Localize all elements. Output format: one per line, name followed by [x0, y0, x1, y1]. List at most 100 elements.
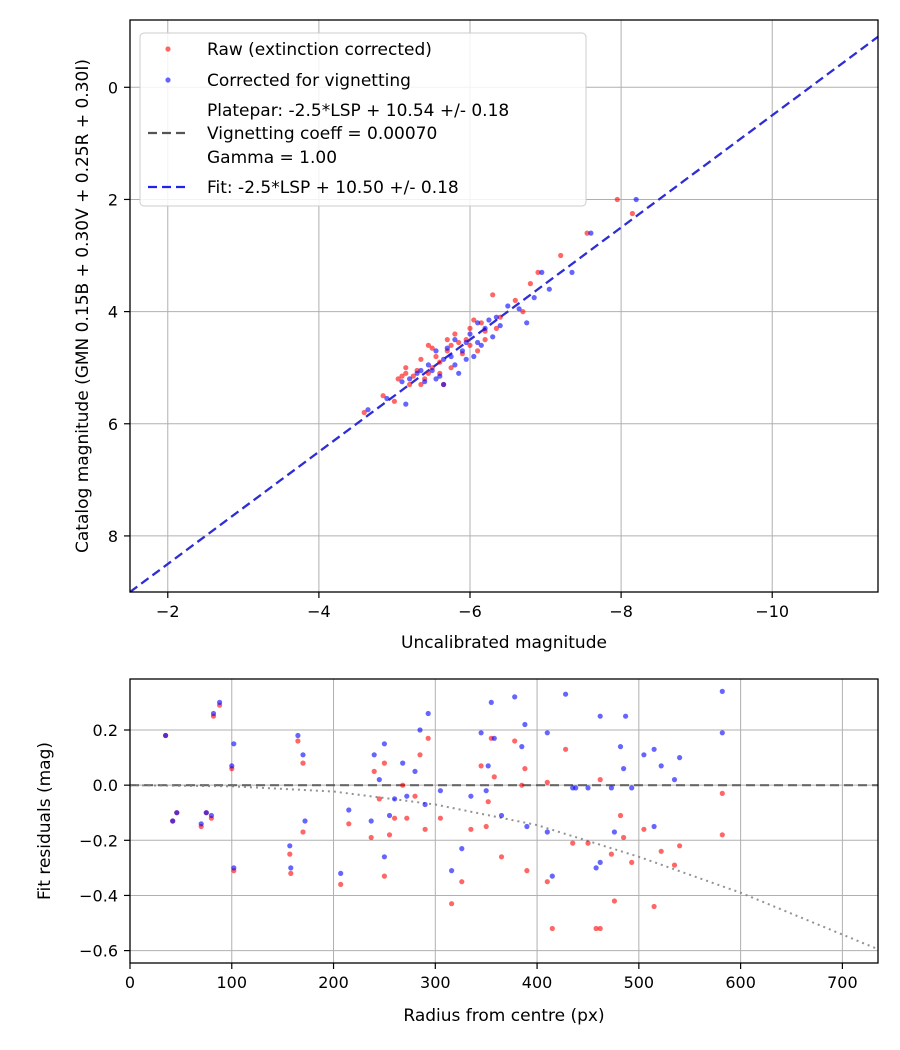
legend-label-2: Platepar: -2.5*LSP + 10.54 +/- 0.18: [207, 101, 509, 121]
raw-point: [719, 790, 725, 797]
raw-point: [391, 398, 397, 404]
legend-label-1: Corrected for vignetting: [207, 71, 411, 91]
corrected-point: [468, 793, 474, 799]
y-tick-label: 6: [108, 415, 118, 434]
corrected-point: [418, 367, 424, 374]
raw-point: [651, 903, 657, 910]
corrected-point: [392, 796, 398, 802]
y-tick-label: 4: [108, 303, 118, 322]
corrected-point: [174, 810, 180, 816]
corrected-point: [407, 376, 413, 382]
corrected-point: [338, 870, 344, 877]
corrected-point: [641, 752, 647, 758]
raw-point: [677, 843, 683, 849]
corrected-point: [519, 744, 525, 750]
corrected-point: [422, 801, 428, 808]
raw-point: [563, 746, 569, 752]
raw-point: [493, 325, 499, 331]
corrected-point: [475, 320, 481, 326]
raw-point: [629, 210, 636, 217]
corrected-point: [231, 741, 237, 747]
x-tick-label: 0: [125, 973, 135, 992]
raw-point: [295, 738, 301, 744]
raw-point: [597, 777, 603, 783]
raw-point: [380, 393, 386, 399]
y-tick-label: 2: [108, 190, 118, 209]
corrected-point: [490, 334, 496, 340]
corrected-point: [485, 763, 491, 769]
corrected-point: [563, 691, 569, 697]
corrected-point: [210, 710, 217, 717]
raw-point: [417, 752, 423, 758]
corrected-point: [491, 735, 497, 741]
raw-point: [522, 766, 528, 772]
corrected-point: [611, 829, 618, 835]
bottom-scatter-points: [163, 688, 725, 932]
raw-point: [452, 331, 458, 337]
corrected-point: [217, 699, 223, 706]
corrected-point: [463, 356, 469, 362]
corrected-point: [302, 818, 308, 824]
raw-point: [512, 297, 518, 303]
raw-point: [629, 859, 635, 866]
raw-point: [392, 815, 398, 821]
corrected-point: [658, 763, 664, 769]
raw-point: [658, 848, 664, 854]
raw-point: [433, 353, 439, 360]
corrected-point: [231, 865, 237, 871]
corrected-point: [483, 788, 489, 794]
raw-point: [467, 325, 473, 331]
corrected-point: [478, 342, 484, 348]
legend-marker-0: [165, 46, 171, 52]
x-tick-label: 500: [624, 973, 655, 992]
raw-point: [459, 879, 465, 885]
raw-point: [444, 337, 450, 343]
corrected-point: [531, 295, 537, 301]
raw-point: [544, 779, 550, 786]
raw-point: [544, 879, 550, 885]
legend-label-0: Raw (extinction corrected): [207, 40, 432, 60]
raw-point: [361, 409, 367, 416]
raw-point: [482, 337, 488, 343]
y-tick-label: 0.2: [93, 721, 118, 740]
corrected-point: [437, 373, 443, 379]
corrected-point: [229, 763, 235, 769]
corrected-point: [346, 807, 352, 813]
corrected-point: [433, 376, 439, 382]
raw-point: [549, 925, 555, 932]
corrected-point: [463, 339, 469, 346]
raw-point: [490, 292, 496, 298]
corrected-point: [400, 760, 406, 766]
corrected-point: [512, 694, 518, 700]
raw-point: [368, 834, 374, 841]
line-vignetting: [129, 784, 879, 951]
corrected-point: [404, 793, 410, 799]
corrected-point: [208, 812, 214, 819]
raw-point: [478, 763, 484, 769]
corrected-point: [651, 746, 657, 752]
corrected-point: [497, 323, 503, 329]
raw-point: [395, 376, 401, 382]
raw-point: [471, 317, 477, 323]
legend: Raw (extinction corrected) Corrected for …: [139, 32, 587, 207]
corrected-point: [365, 407, 371, 413]
corrected-point: [546, 286, 552, 292]
corrected-point: [524, 320, 530, 326]
y-tick-label: 8: [108, 527, 118, 546]
corrected-point: [429, 367, 435, 374]
top-scatter-points: [361, 196, 639, 416]
x-tick-label: 600: [725, 973, 756, 992]
raw-point: [558, 252, 564, 259]
corrected-point: [414, 370, 420, 376]
corrected-point: [471, 353, 477, 360]
corrected-point: [452, 362, 458, 368]
raw-point: [449, 901, 455, 907]
raw-point: [418, 381, 424, 388]
raw-point: [519, 782, 525, 788]
corrected-point: [549, 873, 555, 879]
corrected-point: [524, 823, 530, 830]
corrected-point: [368, 818, 374, 824]
corrected-point: [448, 353, 454, 360]
top-y-axis-label: Catalog magnitude (GMN 0.15B + 0.30V + 0…: [73, 59, 93, 553]
